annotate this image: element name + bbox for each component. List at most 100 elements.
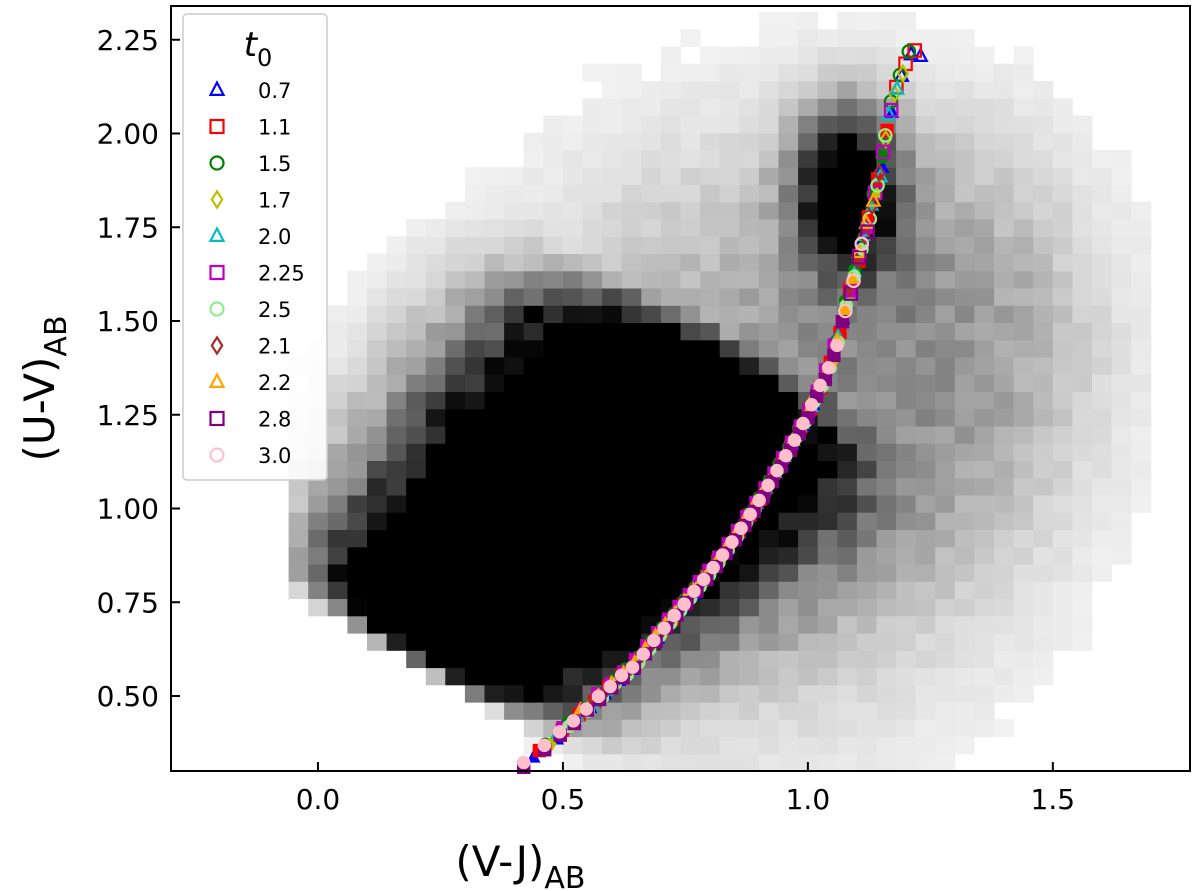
density-cell	[582, 270, 603, 289]
x-tick-label: 1.5	[1031, 783, 1076, 816]
density-cell	[582, 598, 603, 617]
density-cell	[935, 236, 956, 254]
density-cell	[484, 615, 505, 634]
point-3.0	[517, 755, 531, 770]
density-cell	[954, 29, 975, 47]
density-cell	[719, 167, 740, 185]
density-cell	[660, 236, 681, 254]
density-cell	[641, 357, 662, 375]
density-cell	[425, 426, 446, 444]
density-cell	[464, 391, 485, 410]
density-cell	[778, 98, 799, 116]
density-cell	[856, 581, 877, 599]
density-cell	[896, 29, 917, 47]
density-cell	[660, 477, 681, 496]
density-cell	[327, 495, 348, 513]
density-cell	[543, 115, 564, 134]
density-cell	[856, 495, 877, 513]
density-cell	[719, 684, 740, 703]
density-cell	[641, 495, 662, 513]
point-3.0	[846, 273, 861, 289]
density-cell	[817, 98, 838, 116]
density-cell	[876, 408, 897, 427]
density-cell	[406, 339, 427, 358]
density-cell	[660, 253, 681, 272]
density-cell	[425, 615, 446, 634]
density-cell	[1072, 167, 1093, 185]
density-cell	[660, 115, 681, 134]
density-cell	[974, 357, 995, 375]
density-cell	[856, 63, 877, 82]
density-cell	[641, 736, 662, 755]
density-cell	[974, 495, 995, 513]
density-cell	[641, 132, 662, 151]
point-3.0	[625, 660, 640, 674]
density-cell	[994, 477, 1015, 496]
density-cell	[935, 564, 956, 582]
density-cell	[876, 667, 897, 686]
legend-label: 3.0	[258, 444, 291, 468]
density-cell	[994, 408, 1015, 427]
density-cell	[1033, 426, 1054, 444]
density-cell	[876, 270, 897, 289]
density-cell	[680, 201, 701, 220]
density-cell	[543, 150, 564, 168]
density-cell	[562, 270, 583, 289]
density-cell	[484, 702, 505, 720]
density-cell	[660, 736, 681, 755]
density-cell	[1092, 322, 1113, 341]
density-cell	[445, 201, 466, 220]
point-3.0	[796, 416, 810, 431]
density-cell	[1072, 512, 1093, 530]
density-cell	[739, 443, 760, 461]
density-cell	[758, 391, 779, 410]
density-cell	[817, 408, 838, 427]
density-cell	[347, 477, 368, 496]
density-cell	[504, 495, 525, 513]
density-cell	[1092, 443, 1113, 461]
density-cell	[406, 357, 427, 375]
density-cell	[700, 167, 721, 185]
density-cell	[1033, 667, 1054, 686]
density-cell	[464, 219, 485, 237]
density-cell	[1072, 460, 1093, 479]
density-cell	[660, 339, 681, 358]
density-cell	[445, 460, 466, 479]
density-cell	[798, 288, 819, 306]
legend-marker-2.8	[209, 410, 225, 427]
density-cell	[1072, 633, 1093, 651]
density-cell	[367, 270, 388, 289]
density-cell	[1092, 236, 1113, 254]
density-cell	[954, 115, 975, 134]
density-cell	[758, 598, 779, 617]
x-tick-label: 0.0	[296, 783, 341, 816]
density-cell	[915, 132, 936, 151]
density-cell	[1092, 201, 1113, 220]
density-cell	[582, 253, 603, 272]
density-cell	[778, 132, 799, 151]
density-cell	[327, 564, 348, 582]
point-3.0	[787, 433, 802, 447]
density-cell	[562, 581, 583, 599]
density-cell	[1052, 339, 1073, 358]
density-cell	[543, 167, 564, 185]
density-cell	[386, 408, 407, 427]
density-cell	[798, 495, 819, 513]
density-cell	[1092, 167, 1113, 185]
density-cell	[602, 564, 623, 582]
density-cell	[562, 236, 583, 254]
density-cell	[1072, 477, 1093, 496]
density-cell	[994, 564, 1015, 582]
density-cell	[994, 322, 1015, 341]
density-cell	[1131, 270, 1152, 289]
density-cell	[543, 219, 564, 237]
density-cell	[582, 426, 603, 444]
density-cell	[386, 374, 407, 392]
density-cell	[837, 29, 858, 47]
density-cell	[621, 443, 642, 461]
density-cell	[602, 357, 623, 375]
density-cell	[582, 443, 603, 461]
density-cell	[641, 391, 662, 410]
density-cell	[1111, 374, 1132, 392]
density-cell	[778, 736, 799, 755]
